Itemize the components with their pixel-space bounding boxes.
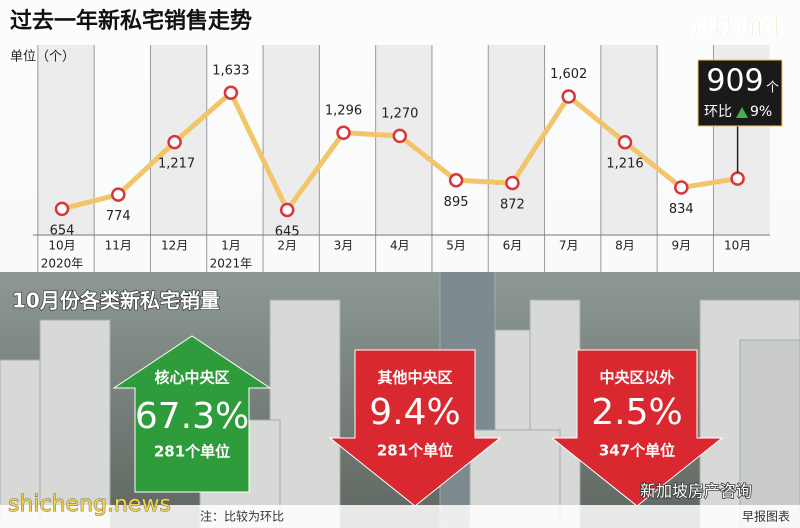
callout-unit: 个	[766, 81, 779, 96]
value-label: 1,217	[158, 157, 195, 172]
x-tick-label: 7月	[559, 239, 579, 253]
callout-label: 环比	[704, 104, 732, 120]
region-change: 2.5%	[591, 392, 682, 433]
marker	[223, 85, 239, 101]
x-tick-label: 6月	[503, 239, 523, 253]
marker	[336, 125, 351, 141]
region-units: 347个单位	[599, 442, 675, 460]
watermark: shicheng.news	[8, 492, 171, 517]
marker	[617, 134, 633, 150]
value-label: 654	[50, 223, 75, 238]
arrow-down	[328, 349, 502, 507]
section-title: 10月份各类新私宅销量	[12, 289, 220, 313]
region-arrows: 核心中央区67.3%281个单位其他中央区9.4%281个单位中央区以外2.5%…	[112, 335, 724, 507]
x-tick-label: 12月	[161, 239, 188, 253]
value-label: 1,270	[381, 106, 418, 121]
marker	[730, 171, 745, 186]
marker	[505, 175, 520, 191]
value-label: 645	[275, 224, 300, 239]
x-tick-label: 10月	[724, 239, 751, 253]
x-tick-label: 8月	[615, 239, 635, 253]
x-tick-label: 5月	[446, 239, 466, 253]
region-units: 281个单位	[377, 442, 453, 460]
up-triangle	[736, 107, 748, 118]
footer-credit: 早报图表	[742, 509, 790, 524]
column-band	[488, 45, 545, 235]
value-label: 1,216	[606, 157, 643, 172]
marker	[392, 128, 408, 144]
x-tick-year: 2020年	[41, 257, 84, 271]
arrow-up	[112, 335, 272, 493]
footer-note: 注：比较为环比	[200, 509, 284, 524]
x-tick-year: 2021年	[210, 257, 253, 271]
x-tick-label: 3月	[334, 239, 354, 253]
callout-change: 9%	[750, 104, 772, 120]
line-chart: 654 774 1,217 1,633 645 1,296 1,270 895 872 1,602…	[33, 45, 783, 272]
marker	[54, 201, 70, 217]
region-name: 核心中央区	[154, 369, 229, 387]
x-tick-label: 2月	[277, 239, 297, 253]
x-tick-label: 11月	[105, 239, 132, 253]
y-axis-label: 单位（个）	[10, 50, 75, 65]
value-label: 872	[500, 198, 525, 213]
value-label: 834	[669, 202, 694, 217]
value-label: 1,296	[325, 103, 362, 118]
region-name: 其他中央区	[377, 369, 452, 387]
region-change: 67.3%	[135, 396, 249, 437]
marker	[167, 134, 182, 150]
value-label: 895	[444, 195, 469, 210]
x-tick-label: 10月	[48, 239, 75, 253]
region-name: 中央区以外	[599, 369, 674, 387]
chart-title: 过去一年新私宅销售走势	[10, 8, 252, 34]
marker	[561, 89, 576, 104]
callout-value: 909	[706, 64, 763, 99]
region-change: 9.4%	[369, 392, 460, 433]
x-tick-label: 1月	[221, 239, 241, 253]
marker	[674, 180, 689, 195]
value-label: 1,602	[550, 67, 587, 82]
watermark: 狮城新闻	[691, 14, 779, 40]
marker	[448, 173, 464, 188]
marker	[279, 202, 295, 218]
x-tick-label: 4月	[390, 239, 410, 253]
arrow-down	[550, 349, 724, 507]
value-label: 1,633	[212, 63, 249, 78]
x-tick-label: 9月	[671, 239, 691, 253]
region-units: 281个单位	[154, 443, 230, 461]
marker	[111, 187, 126, 202]
watermark: 新加坡房产咨询	[640, 482, 752, 501]
footer-bar	[0, 505, 800, 528]
value-label: 774	[106, 209, 131, 224]
